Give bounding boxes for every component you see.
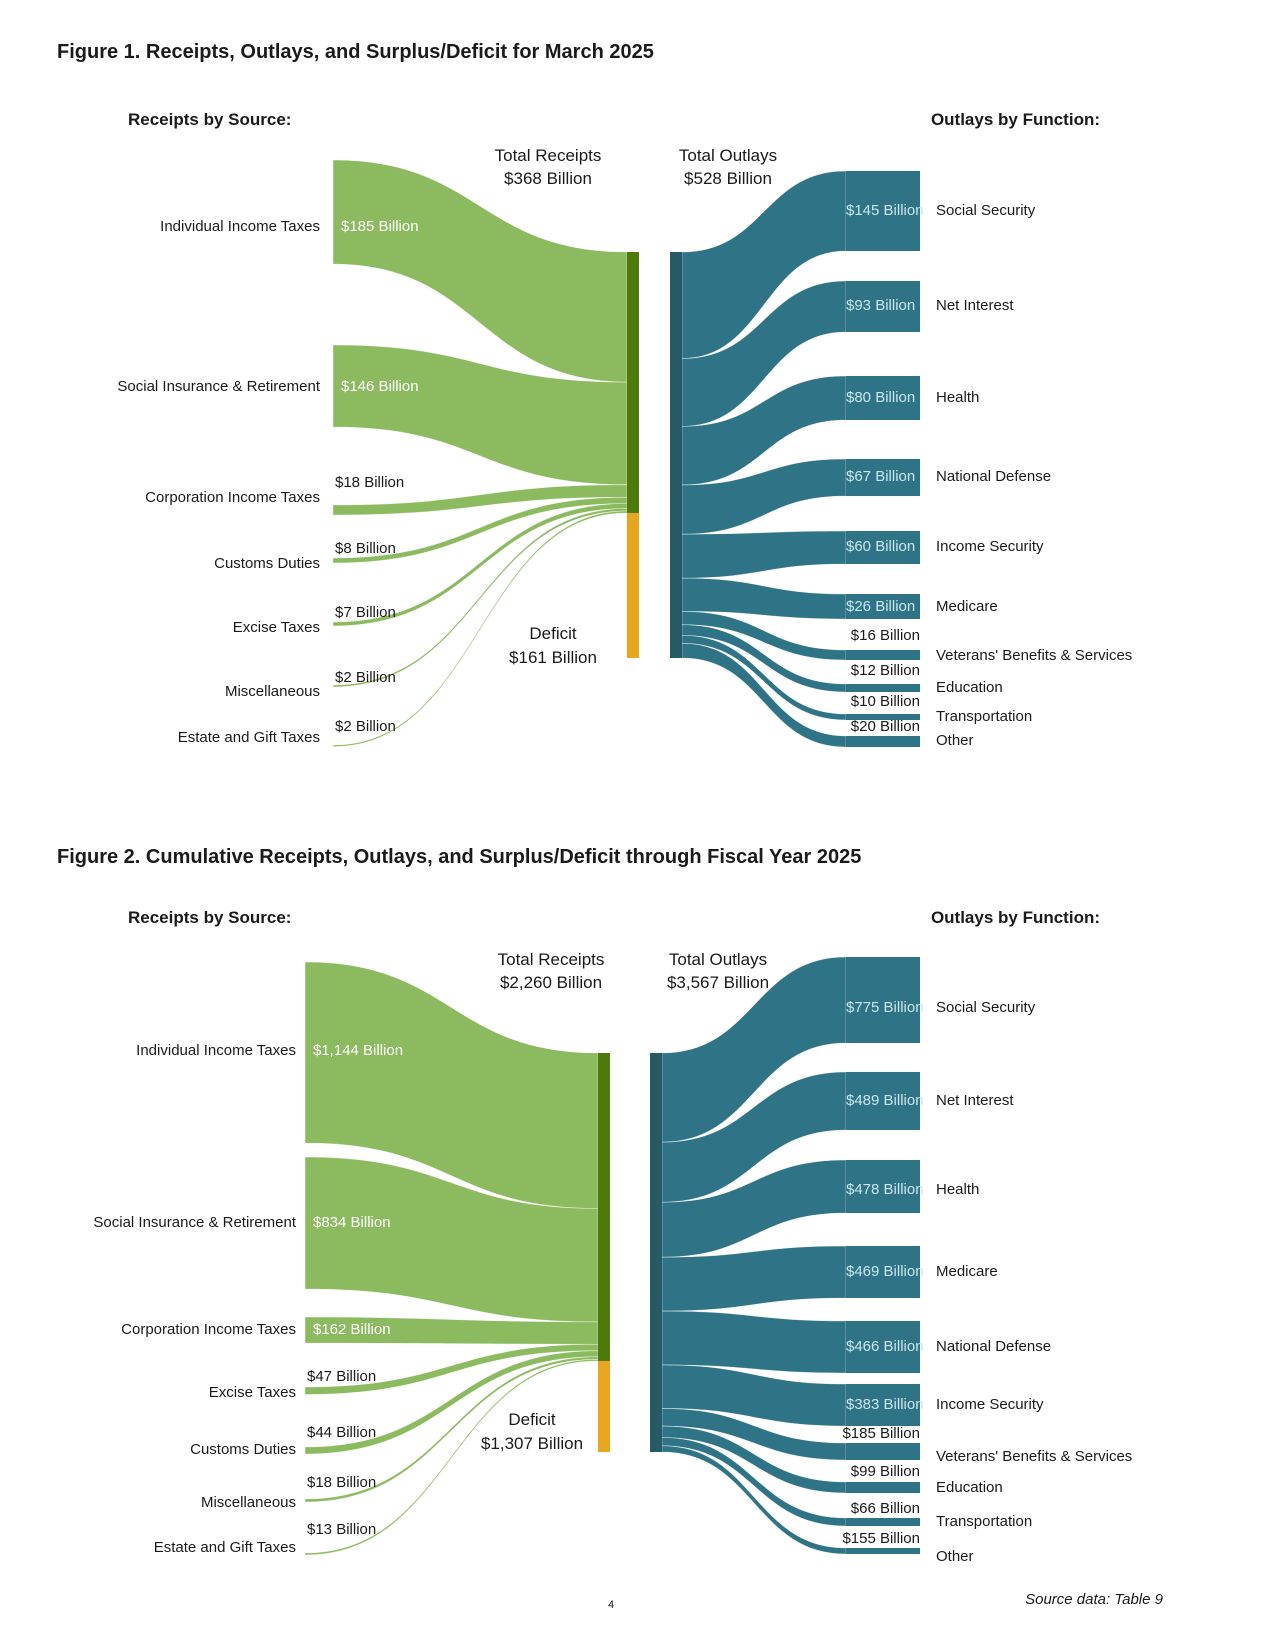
- outlay-band: [846, 684, 920, 692]
- outlay-band: [846, 1548, 920, 1554]
- figure2-outlays-header: Outlays by Function:: [930, 908, 1100, 927]
- outlay-band: [846, 1518, 920, 1526]
- figure2-receipts-header: Receipts by Source:: [128, 908, 292, 927]
- sankey-flow: [332, 503, 628, 627]
- figure2-title: Figure 2. Cumulative Receipts, Outlays, …: [57, 846, 862, 868]
- total-receipts-value: $2,260 Billion: [499, 973, 603, 992]
- total-receipts-bar: [598, 1053, 610, 1361]
- total-outlays-bar: [650, 1053, 662, 1452]
- outlay-band: [846, 1246, 920, 1298]
- deficit-bar: [627, 513, 639, 658]
- deficit-value: $1,307 Billion: [480, 1434, 584, 1453]
- figure1-deficit: Deficit $161 Billion: [453, 622, 653, 670]
- figure1-total-outlays: Total Outlays $528 Billion: [628, 144, 828, 190]
- total-outlays-label: Total Outlays: [668, 950, 768, 969]
- outlay-band: [846, 1321, 920, 1373]
- outlay-band: [846, 171, 920, 251]
- total-receipts-label: Total Receipts: [494, 146, 602, 165]
- figure2-deficit: Deficit $1,307 Billion: [432, 1408, 632, 1456]
- outlay-band: [846, 459, 920, 496]
- total-outlays-label: Total Outlays: [678, 146, 778, 165]
- outlay-band: [846, 714, 920, 720]
- page-number: 4: [607, 1599, 615, 1611]
- figure2-total-receipts: Total Receipts $2,260 Billion: [451, 948, 651, 994]
- sankey-flow: [681, 375, 847, 486]
- outlay-band: [846, 1482, 920, 1493]
- outlay-band: [846, 1384, 920, 1426]
- figure2-total-outlays: Total Outlays $3,567 Billion: [618, 948, 818, 994]
- deficit-bar: [598, 1361, 610, 1452]
- sankey-flow: [681, 280, 847, 427]
- outlay-band: [846, 531, 920, 564]
- outlay-band: [846, 1072, 920, 1130]
- outlay-band: [846, 594, 920, 619]
- total-outlays-value: $528 Billion: [684, 169, 772, 188]
- total-outlays-bar: [670, 252, 682, 658]
- outlay-band: [846, 281, 920, 332]
- figure1-outlays-header: Outlays by Function:: [930, 110, 1100, 129]
- figure1-total-receipts: Total Receipts $368 Billion: [448, 144, 648, 190]
- sankey-flow: [304, 1343, 599, 1395]
- deficit-label: Deficit: [529, 624, 577, 643]
- outlay-band: [846, 1160, 920, 1213]
- sankey-flow: [681, 530, 847, 579]
- outlay-band: [846, 376, 920, 420]
- sankey-flow: [681, 170, 847, 359]
- total-receipts-bar: [627, 252, 639, 513]
- outlay-band: [846, 957, 920, 1043]
- deficit-label: Deficit: [508, 1410, 556, 1429]
- total-outlays-value: $3,567 Billion: [666, 973, 770, 992]
- figure1-receipts-header: Receipts by Source:: [128, 110, 292, 129]
- sankey-flow: [304, 1316, 599, 1345]
- sankey-flow: [661, 1071, 847, 1203]
- source-note: Source data: Table 9: [1025, 1591, 1163, 1608]
- deficit-value: $161 Billion: [509, 648, 597, 667]
- outlay-band: [846, 1443, 920, 1460]
- sankey-flow: [661, 1245, 847, 1312]
- sankey-flow: [661, 1310, 847, 1374]
- sankey-flow: [681, 458, 847, 535]
- figure1-title: Figure 1. Receipts, Outlays, and Surplus…: [57, 41, 654, 63]
- outlay-band: [846, 736, 920, 747]
- total-receipts-label: Total Receipts: [497, 950, 605, 969]
- total-receipts-value: $368 Billion: [504, 169, 592, 188]
- outlay-band: [846, 650, 920, 660]
